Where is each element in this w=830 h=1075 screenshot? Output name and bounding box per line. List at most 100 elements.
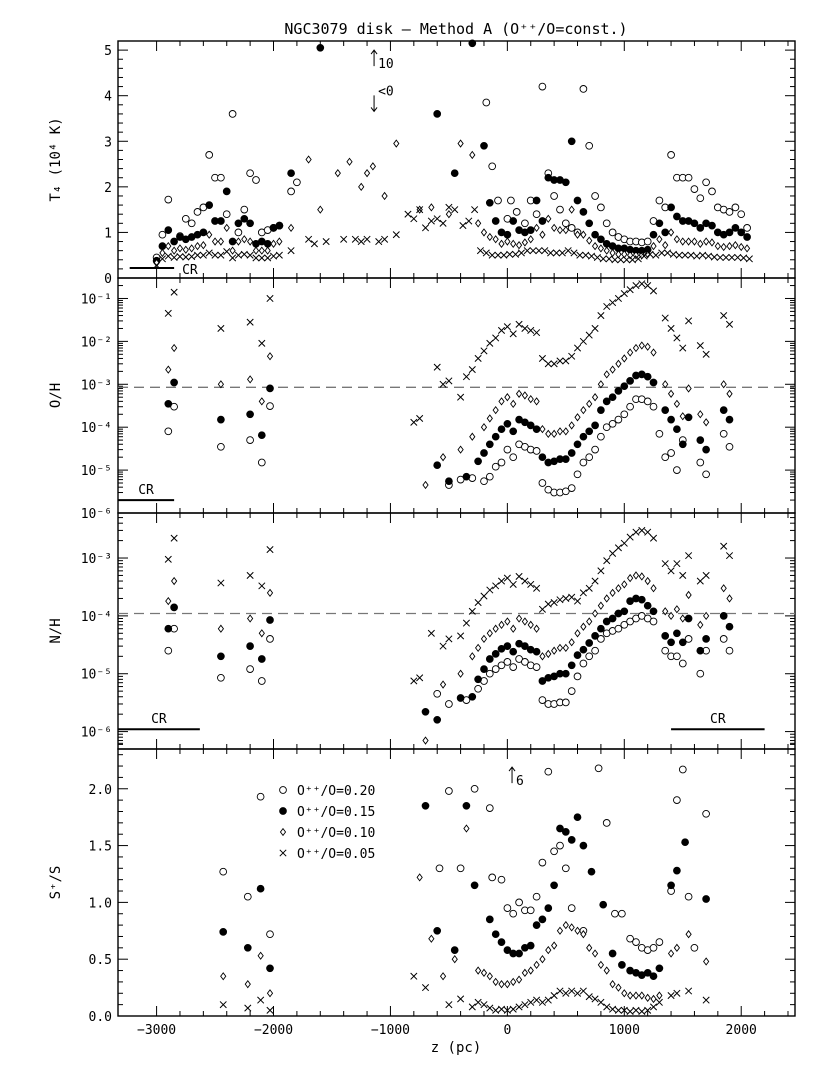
data-point [650, 241, 657, 251]
data-point [725, 442, 734, 451]
data-point [564, 247, 572, 255]
data-point [217, 324, 225, 333]
data-point [497, 1005, 506, 1013]
data-point [287, 187, 295, 196]
data-point [720, 584, 727, 593]
data-point [257, 655, 266, 663]
data-point [170, 237, 178, 246]
data-point [673, 334, 681, 342]
data-point [510, 977, 517, 987]
data-point [219, 867, 228, 876]
data-point [690, 185, 699, 193]
data-point [603, 557, 611, 565]
data-point [235, 237, 242, 246]
data-point [691, 237, 698, 246]
data-point [222, 187, 231, 196]
data-point [247, 375, 254, 384]
data-point [269, 252, 278, 260]
arrow-label: <0 [378, 84, 394, 99]
data-point [585, 639, 594, 647]
series-open-diamond [165, 571, 733, 745]
data-point [539, 425, 546, 434]
data-point [497, 875, 506, 884]
data-point [529, 247, 537, 255]
data-point [667, 151, 675, 159]
data-point [702, 809, 710, 818]
data-point [594, 764, 603, 773]
data-point [480, 634, 488, 644]
data-point [556, 987, 564, 995]
y-tick-label: 0.5 [89, 953, 112, 968]
data-point [241, 235, 248, 244]
data-point [433, 215, 441, 223]
data-point [421, 984, 430, 992]
data-point [515, 320, 523, 328]
data-point [649, 943, 658, 952]
data-point [258, 397, 265, 406]
data-point [416, 873, 423, 882]
data-point [614, 1006, 622, 1014]
data-point [246, 318, 254, 326]
data-point [468, 607, 476, 615]
data-point [509, 427, 518, 436]
data-point [503, 419, 512, 428]
data-point [556, 427, 564, 436]
data-point [567, 687, 576, 695]
data-point [702, 635, 710, 643]
panel-4: 0.0 0.5 1.0 1.5 2.0 S⁺/S 6 [48, 742, 796, 1025]
y-tick-label: 10⁻¹ [81, 292, 112, 307]
data-point [170, 603, 178, 612]
data-point [562, 594, 570, 603]
data-point [597, 601, 605, 610]
data-point [486, 232, 493, 242]
data-point [503, 323, 511, 331]
legend-item: O⁺⁺/O=0.15 [279, 805, 375, 820]
legend-label: O⁺⁺/O=0.20 [297, 784, 375, 799]
data-point [556, 357, 564, 365]
data-point [599, 255, 607, 263]
data-point [462, 472, 471, 481]
y-tick-label: 0 [104, 272, 112, 287]
legend-marker [279, 827, 287, 837]
data-point [585, 993, 593, 1001]
data-point [649, 972, 658, 981]
data-point [404, 210, 412, 218]
data-point [703, 611, 710, 621]
data-point [206, 230, 213, 239]
data-point [521, 418, 529, 427]
data-point [673, 989, 681, 997]
data-point [614, 415, 623, 424]
data-point [252, 246, 260, 255]
data-point [697, 620, 704, 629]
data-point [532, 425, 541, 434]
data-point [602, 219, 611, 228]
data-point [515, 572, 523, 581]
data-point [684, 635, 693, 643]
data-point [474, 457, 482, 466]
data-point [246, 169, 254, 178]
data-point [381, 235, 389, 243]
data-point [551, 646, 558, 655]
data-point [685, 590, 692, 600]
data-point [603, 302, 611, 311]
data-point [515, 1003, 523, 1011]
data-point [164, 195, 173, 204]
data-point [603, 246, 610, 255]
data-point [679, 614, 686, 623]
data-point [164, 555, 172, 563]
data-point [480, 449, 488, 457]
cr-label: CR [138, 483, 154, 498]
data-point [482, 98, 491, 107]
data-point [673, 796, 681, 804]
data-point [217, 380, 225, 389]
y-tick-label: 2.0 [89, 783, 112, 798]
data-point [567, 484, 576, 492]
data-point [696, 577, 704, 585]
data-point [678, 440, 687, 449]
data-point [558, 249, 566, 257]
data-point [649, 402, 658, 411]
data-point [609, 365, 616, 374]
data-point [322, 237, 330, 246]
data-point [509, 663, 518, 671]
data-point [609, 980, 616, 989]
